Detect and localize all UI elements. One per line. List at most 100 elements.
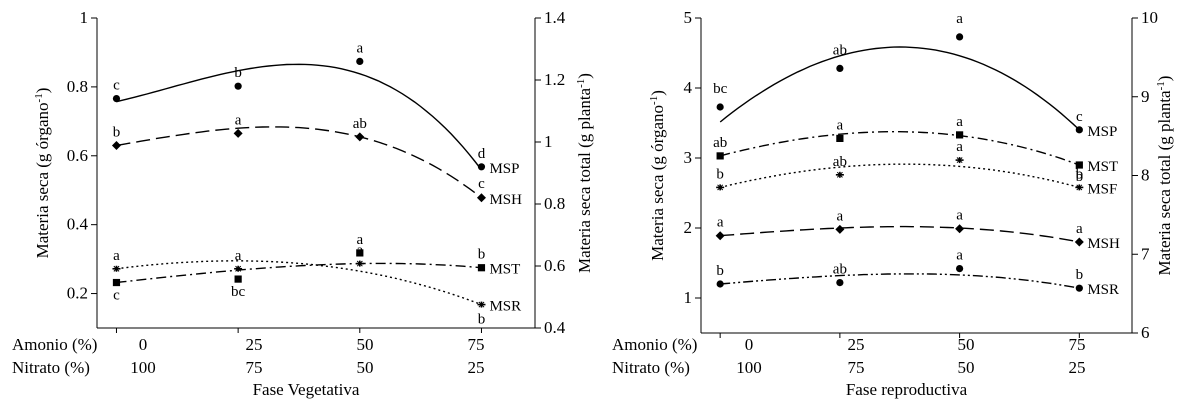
data-point-mst bbox=[956, 131, 964, 139]
x-tick-label-nitrato: 50 bbox=[357, 358, 374, 377]
significance-letter: c bbox=[113, 78, 120, 94]
trend-line-msr bbox=[720, 273, 1080, 289]
significance-letter: b bbox=[478, 247, 486, 263]
y-axis-label-left: Materia seca (g órgano-1) bbox=[33, 88, 52, 259]
significance-letter: b bbox=[234, 65, 242, 81]
significance-letter: c bbox=[478, 176, 485, 192]
significance-letter: a bbox=[235, 112, 242, 128]
data-point-msp bbox=[716, 103, 724, 111]
significance-letter: ab bbox=[833, 42, 847, 58]
significance-letter: b bbox=[113, 124, 121, 140]
data-point-msh bbox=[955, 224, 965, 234]
trend-line-mst bbox=[116, 262, 482, 284]
right-tick-label: 10 bbox=[1141, 8, 1158, 27]
x-tick-label-amonio: 0 bbox=[745, 335, 754, 354]
data-point-msh bbox=[233, 128, 243, 138]
data-point-msh bbox=[476, 193, 486, 203]
significance-letter: bc bbox=[231, 284, 246, 300]
amonio-row-label: Amonio (%) bbox=[612, 335, 697, 354]
x-tick-label-nitrato: 25 bbox=[468, 358, 485, 377]
right-tick-label: 1 bbox=[544, 132, 553, 151]
significance-letter: ab bbox=[833, 262, 847, 278]
significance-letter: b bbox=[1076, 169, 1084, 185]
data-point-msf bbox=[955, 157, 964, 164]
trend-line-msp bbox=[719, 46, 1080, 131]
data-point-msp bbox=[1075, 126, 1083, 134]
x-tick-label-nitrato: 25 bbox=[1069, 358, 1086, 377]
significance-letter: b bbox=[716, 263, 724, 279]
data-point-mst bbox=[356, 249, 364, 257]
x-axis-label: Fase Vegetativa bbox=[253, 380, 360, 399]
x-tick-label-amonio: 50 bbox=[958, 335, 975, 354]
significance-letter: b bbox=[1076, 267, 1084, 283]
data-point-msr bbox=[234, 265, 243, 272]
right-tick-label: 8 bbox=[1141, 166, 1150, 185]
y-axis-label-right: Materia seca total (g planta-1) bbox=[575, 73, 594, 273]
nitrato-row-label: Nitrato (%) bbox=[12, 358, 90, 377]
data-point-mst bbox=[836, 134, 844, 142]
data-point-msp bbox=[477, 163, 486, 171]
data-point-msh bbox=[835, 224, 845, 234]
series-msr: a a a b MSR bbox=[112, 243, 521, 328]
series-label-msr: MSR bbox=[489, 299, 521, 315]
data-point-mst bbox=[112, 278, 121, 287]
data-point-mst bbox=[477, 264, 486, 272]
significance-letter: a bbox=[956, 208, 963, 224]
significance-letter: a bbox=[956, 11, 963, 27]
data-point-msr bbox=[956, 265, 964, 273]
series-label-msf: MSF bbox=[1087, 181, 1117, 197]
data-point-msr bbox=[355, 260, 364, 267]
data-point-msr bbox=[112, 265, 121, 272]
left-tick-label: 4 bbox=[684, 78, 693, 97]
left-tick-label: 0.6 bbox=[67, 146, 88, 165]
data-point-msp bbox=[234, 82, 242, 90]
data-point-msf bbox=[716, 184, 725, 191]
y-axis-label-left: Materia seca (g órgano-1) bbox=[648, 90, 667, 261]
significance-letter: a bbox=[235, 248, 242, 264]
data-point-msp bbox=[112, 95, 121, 103]
significance-letter: a bbox=[956, 139, 963, 155]
significance-letter: ab bbox=[353, 116, 367, 132]
trend-line-mst bbox=[720, 131, 1080, 166]
amonio-row-label: Amonio (%) bbox=[12, 335, 97, 354]
trend-line-msh bbox=[720, 225, 1080, 243]
trend-line-msp bbox=[116, 63, 483, 171]
significance-letter: a bbox=[956, 248, 963, 264]
x-tick-label-nitrato: 75 bbox=[848, 358, 865, 377]
left-tick-label: 0.4 bbox=[67, 215, 89, 234]
significance-letter: b bbox=[716, 166, 724, 182]
right-tick-label: 7 bbox=[1141, 244, 1150, 263]
data-point-msh bbox=[1074, 237, 1084, 247]
significance-letter: b bbox=[1076, 166, 1084, 182]
data-point-msh bbox=[355, 132, 365, 142]
nitrato-row-label: Nitrato (%) bbox=[612, 358, 690, 377]
series-label-msr: MSR bbox=[1087, 282, 1119, 298]
right-tick-label: 6 bbox=[1141, 323, 1150, 342]
right-tick-label: 0.4 bbox=[544, 318, 566, 337]
series-label-msp: MSP bbox=[1087, 124, 1117, 140]
significance-letter: a bbox=[356, 243, 363, 259]
data-point-mst bbox=[1075, 161, 1083, 169]
significance-letter: a bbox=[837, 208, 844, 224]
x-axis-label: Fase reproductiva bbox=[846, 380, 968, 399]
left-tick-label: 0.8 bbox=[67, 77, 88, 96]
data-point-msr bbox=[477, 301, 486, 308]
x-tick-label-amonio: 25 bbox=[246, 335, 263, 354]
left-tick-label: 5 bbox=[684, 8, 693, 27]
significance-letter: a bbox=[1076, 221, 1083, 237]
significance-letter: bc bbox=[713, 81, 728, 97]
left-tick-label: 3 bbox=[684, 148, 693, 167]
data-point-msf bbox=[1075, 184, 1084, 191]
data-point-msr bbox=[716, 280, 724, 288]
x-tick-label-nitrato: 50 bbox=[958, 358, 975, 377]
trend-line-msr bbox=[116, 260, 482, 306]
significance-letter: a bbox=[113, 248, 120, 264]
series-label-msh: MSH bbox=[1087, 236, 1120, 252]
